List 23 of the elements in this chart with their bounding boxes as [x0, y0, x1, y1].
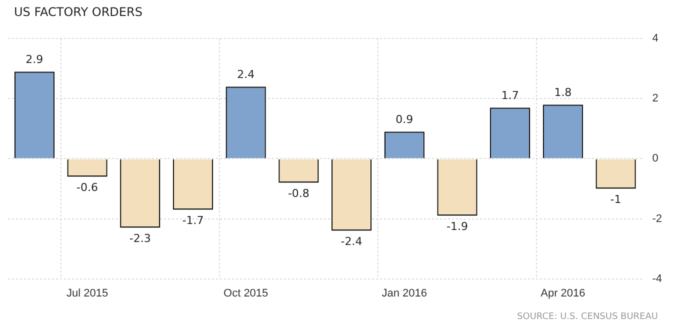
x-tick-label: Oct 2015 — [224, 287, 268, 300]
x-tick-label: Jan 2016 — [382, 287, 428, 300]
data-label: -1 — [610, 193, 622, 206]
data-label: -2.3 — [129, 232, 151, 246]
source-note: SOURCE: U.S. CENSUS BUREAU — [517, 312, 658, 322]
y-tick-label: -2 — [652, 212, 662, 225]
x-tick-label: Apr 2016 — [540, 287, 586, 300]
y-tick-label: 4 — [652, 32, 658, 45]
data-label: -1.9 — [446, 220, 468, 234]
data-label: -1.7 — [182, 214, 204, 228]
y-tick-label: -4 — [652, 272, 662, 285]
data-label: 1.8 — [554, 86, 572, 100]
x-tick-label: Jul 2015 — [66, 287, 108, 300]
chart-title: US FACTORY ORDERS — [14, 5, 142, 19]
data-label: -0.8 — [288, 187, 310, 200]
data-label: -2.4 — [340, 235, 362, 248]
data-label: 0.9 — [396, 113, 414, 126]
y-tick-label: 0 — [652, 152, 658, 165]
data-label: -0.6 — [76, 181, 98, 194]
data-label: 2.4 — [237, 68, 255, 81]
y-tick-label: 2 — [652, 92, 658, 105]
data-label: 1.7 — [501, 89, 519, 102]
data-label: 2.9 — [26, 52, 44, 66]
